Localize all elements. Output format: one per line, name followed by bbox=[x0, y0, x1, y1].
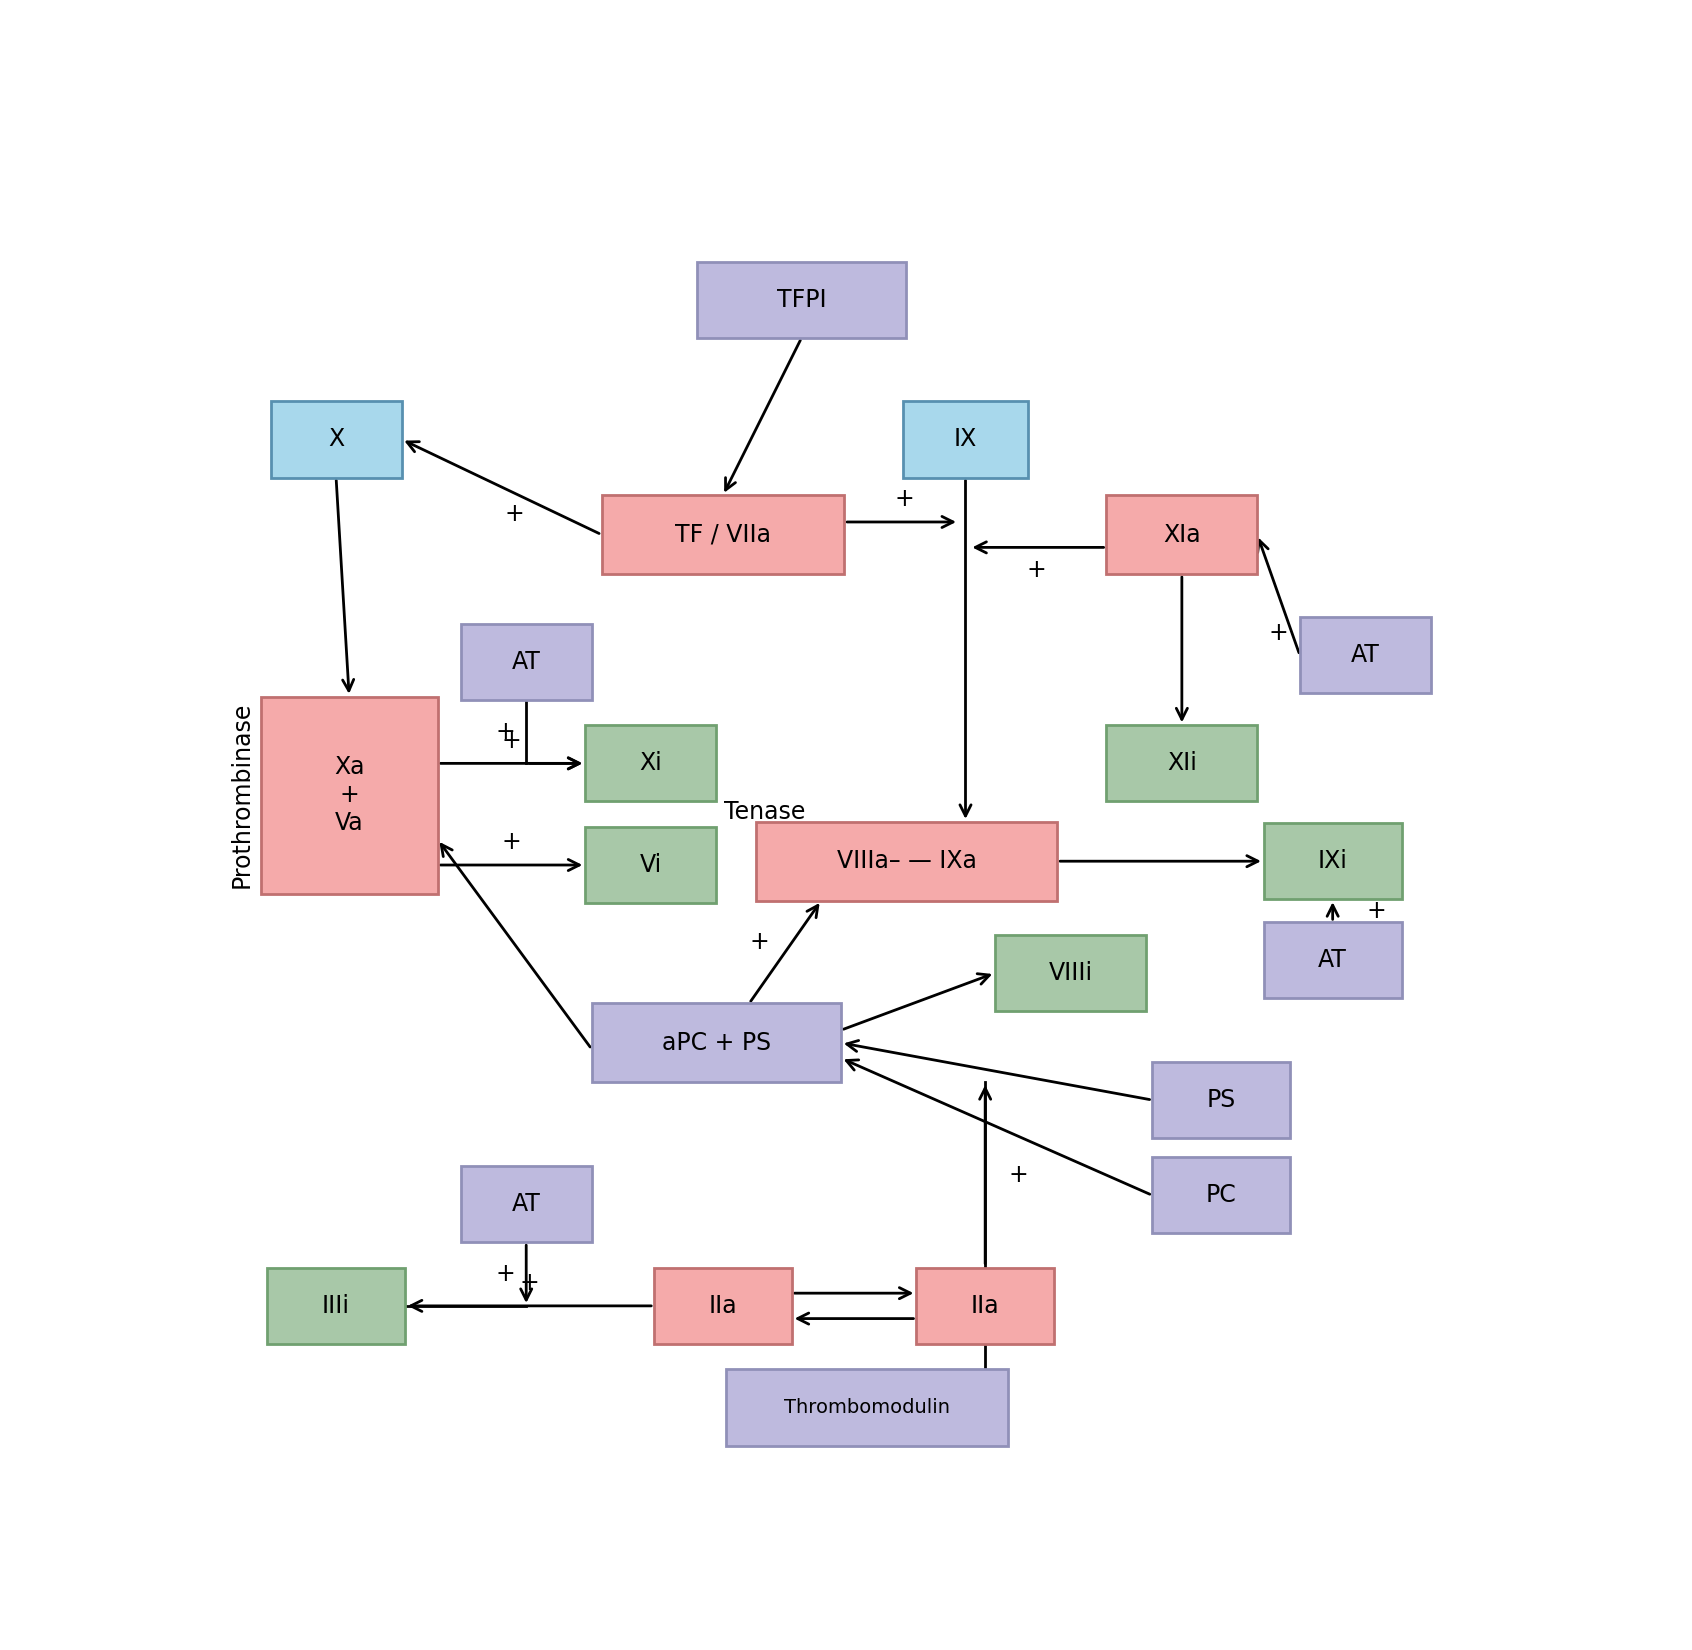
Bar bbox=[756, 822, 1058, 901]
Text: AT: AT bbox=[1350, 644, 1381, 667]
Text: Vi: Vi bbox=[640, 853, 662, 878]
Text: Tenase: Tenase bbox=[724, 800, 805, 823]
Text: X: X bbox=[328, 427, 343, 452]
Bar bbox=[460, 1167, 592, 1242]
Text: +: + bbox=[501, 830, 521, 855]
Text: Prothrombinase: Prothrombinase bbox=[230, 701, 254, 888]
Bar bbox=[592, 1003, 841, 1082]
Text: IX: IX bbox=[954, 427, 976, 452]
Bar bbox=[1264, 823, 1401, 899]
Bar bbox=[271, 401, 401, 477]
Text: +: + bbox=[895, 487, 915, 512]
Bar bbox=[1152, 1157, 1289, 1234]
Text: IIa: IIa bbox=[709, 1294, 738, 1318]
Text: VIIIa– — IXa: VIIIa– — IXa bbox=[836, 850, 976, 873]
Text: +: + bbox=[504, 502, 525, 526]
Text: +: + bbox=[750, 931, 768, 954]
Bar bbox=[585, 827, 716, 903]
Text: IIa: IIa bbox=[971, 1294, 1000, 1318]
Text: TF / VIIa: TF / VIIa bbox=[675, 523, 772, 546]
Text: aPC + PS: aPC + PS bbox=[662, 1031, 772, 1054]
Text: AT: AT bbox=[1318, 949, 1347, 972]
Text: +: + bbox=[1025, 558, 1046, 582]
Text: +: + bbox=[1365, 899, 1386, 922]
Text: +: + bbox=[496, 719, 514, 744]
Bar bbox=[460, 624, 592, 700]
Text: +: + bbox=[496, 1262, 514, 1285]
Bar bbox=[904, 401, 1027, 477]
Text: +: + bbox=[1269, 620, 1288, 645]
Bar bbox=[697, 261, 907, 338]
Text: PS: PS bbox=[1206, 1087, 1235, 1112]
Bar bbox=[1152, 1063, 1289, 1138]
Bar bbox=[1299, 617, 1431, 693]
Bar bbox=[261, 696, 438, 894]
Text: +: + bbox=[1008, 1163, 1027, 1186]
Text: IIIi: IIIi bbox=[321, 1294, 350, 1318]
Text: PC: PC bbox=[1206, 1183, 1237, 1208]
Text: XIa: XIa bbox=[1162, 523, 1201, 546]
Text: AT: AT bbox=[511, 1193, 541, 1216]
Bar bbox=[1107, 726, 1257, 802]
Bar bbox=[602, 495, 844, 574]
Bar bbox=[585, 726, 716, 802]
Text: Xi: Xi bbox=[640, 751, 662, 775]
Bar bbox=[995, 936, 1145, 1011]
Text: IXi: IXi bbox=[1318, 850, 1347, 873]
Bar bbox=[655, 1267, 792, 1345]
Text: AT: AT bbox=[511, 650, 541, 673]
Text: +: + bbox=[519, 1270, 540, 1295]
Text: Xa
+
Va: Xa + Va bbox=[333, 756, 364, 835]
Bar bbox=[1264, 922, 1401, 998]
Text: VIIIi: VIIIi bbox=[1049, 960, 1093, 985]
Text: TFPI: TFPI bbox=[777, 287, 826, 312]
Bar bbox=[267, 1267, 404, 1345]
Text: XIi: XIi bbox=[1167, 751, 1196, 775]
Bar bbox=[1107, 495, 1257, 574]
Bar bbox=[726, 1370, 1008, 1445]
Text: Thrombomodulin: Thrombomodulin bbox=[783, 1398, 951, 1417]
Text: +: + bbox=[501, 729, 521, 752]
Bar bbox=[917, 1267, 1054, 1345]
